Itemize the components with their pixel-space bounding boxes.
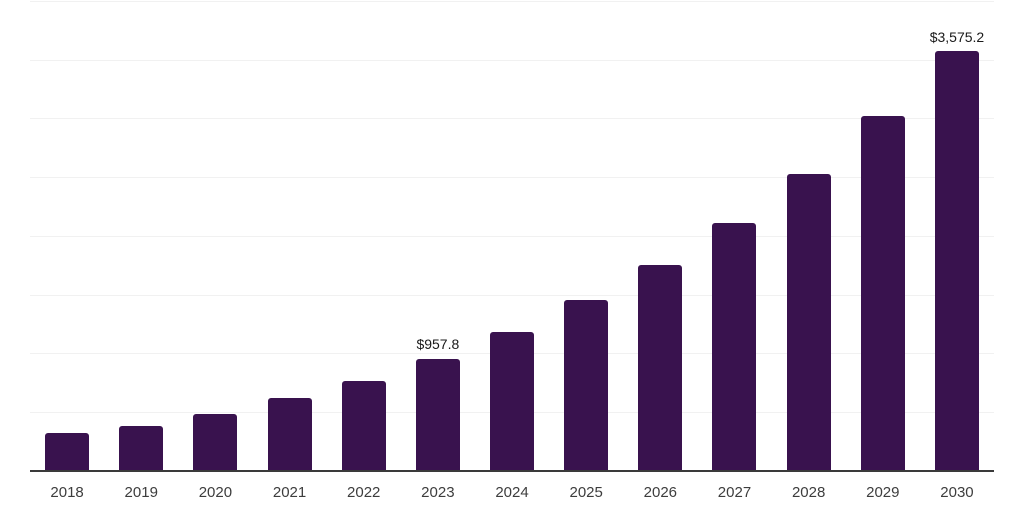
- bar-2020: [193, 413, 238, 471]
- bar-group-2024: [475, 1, 549, 471]
- gridline-2000: [30, 236, 994, 237]
- bar-group-2026: [623, 1, 697, 471]
- x-tick-label-2028: 2028: [791, 484, 826, 501]
- bar-2025: [564, 299, 609, 471]
- plot-area: $957.8 $3,575.2: [30, 1, 994, 472]
- bar-2027: [712, 223, 757, 471]
- bar-group-2018: [30, 1, 104, 471]
- gridline-3000: [30, 118, 994, 119]
- x-tick-label-2025: 2025: [569, 484, 603, 501]
- x-tick-label-2027: 2027: [717, 484, 752, 501]
- x-tick-label-2026: 2026: [643, 484, 678, 501]
- x-tick-label-2021: 2021: [272, 484, 307, 501]
- bar-group-2027: [697, 1, 771, 471]
- x-tick-label-2019: 2019: [124, 484, 158, 501]
- bar-group-2019: [104, 1, 178, 471]
- x-axis-labels: 2018 2019 2020 2021 2022 2023 2024 2025 2026 2027…: [30, 484, 994, 502]
- bars-container: $957.8 $3,575.2: [30, 1, 994, 471]
- bar-group-2022: [327, 1, 401, 471]
- x-tick-label-2024: 2024: [495, 484, 529, 501]
- bar-2021: [267, 398, 312, 471]
- gridline-2500: [30, 177, 994, 178]
- bar-value-label-2023: $957.8: [416, 336, 460, 353]
- x-tick-label-2029: 2029: [866, 484, 900, 501]
- bar-2019: [119, 425, 164, 471]
- bar-2030: [934, 50, 979, 471]
- x-tick-label-2022: 2022: [347, 484, 381, 501]
- gridline-4000: [30, 1, 994, 2]
- bar-2029: [860, 115, 905, 471]
- bar-group-2020: [178, 1, 252, 471]
- bar-group-2025: [549, 1, 623, 471]
- bar-group-2028: [772, 1, 846, 471]
- bar-value-label-2030: $3,575.2: [929, 28, 985, 45]
- gridline-3500: [30, 60, 994, 61]
- bar-group-2023: $957.8: [401, 1, 475, 471]
- bar-2022: [341, 380, 386, 471]
- x-tick-label-2018: 2018: [50, 484, 84, 501]
- bar-2023: [415, 358, 460, 471]
- x-tick-label-2023: 2023: [421, 484, 455, 501]
- x-axis-line: [30, 470, 994, 472]
- bar-2026: [638, 265, 683, 471]
- bar-2028: [786, 174, 831, 471]
- x-tick-label-2020: 2020: [198, 484, 233, 501]
- bar-group-2021: [252, 1, 326, 471]
- gridline-1500: [30, 295, 994, 296]
- bar-2024: [490, 332, 535, 471]
- bar-2018: [45, 433, 90, 471]
- x-tick-label-2030: 2030: [940, 484, 974, 501]
- bar-group-2030: $3,575.2: [920, 1, 994, 471]
- bar-group-2029: [846, 1, 920, 471]
